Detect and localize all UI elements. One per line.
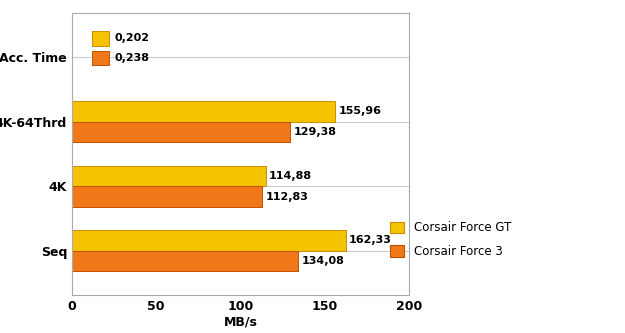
Text: 0,202: 0,202 [114,34,149,44]
Bar [72,122,290,143]
Text: 134,08: 134,08 [301,256,344,266]
FancyBboxPatch shape [92,31,109,46]
Text: 112,83: 112,83 [266,191,309,201]
Legend: Corsair Force GT, Corsair Force 3: Corsair Force GT, Corsair Force 3 [390,221,511,258]
Bar [72,166,266,186]
Bar [72,186,262,207]
X-axis label: MB/s: MB/s [224,315,258,328]
Text: 129,38: 129,38 [294,127,337,137]
Text: 155,96: 155,96 [338,107,381,117]
Text: 162,33: 162,33 [349,235,392,245]
Text: 0,238: 0,238 [114,53,149,63]
FancyBboxPatch shape [92,51,109,65]
Text: 114,88: 114,88 [269,171,312,181]
Bar [72,101,335,122]
Bar [72,251,298,271]
Bar [72,230,346,251]
